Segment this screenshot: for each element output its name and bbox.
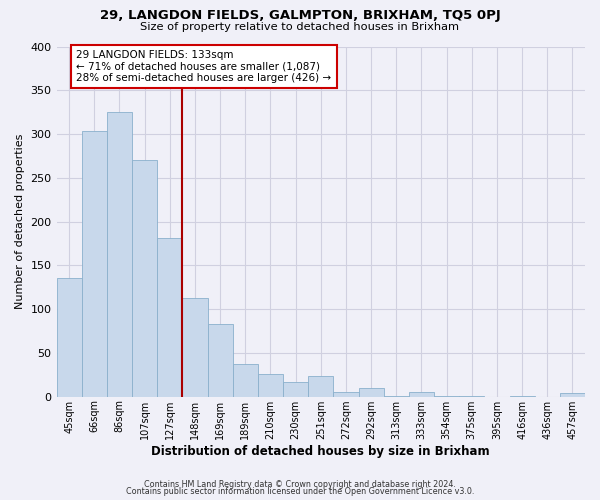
Bar: [409, 392, 434, 396]
Bar: [132, 160, 157, 396]
Bar: [233, 364, 258, 396]
Text: Size of property relative to detached houses in Brixham: Size of property relative to detached ho…: [140, 22, 460, 32]
Bar: [56, 278, 82, 396]
Bar: [258, 374, 283, 396]
Bar: [308, 376, 334, 396]
Bar: [182, 298, 208, 396]
Text: Contains HM Land Registry data © Crown copyright and database right 2024.: Contains HM Land Registry data © Crown c…: [144, 480, 456, 489]
Bar: [82, 132, 107, 396]
Text: 29, LANGDON FIELDS, GALMPTON, BRIXHAM, TQ5 0PJ: 29, LANGDON FIELDS, GALMPTON, BRIXHAM, T…: [100, 9, 500, 22]
Text: Contains public sector information licensed under the Open Government Licence v3: Contains public sector information licen…: [126, 487, 474, 496]
Bar: [208, 324, 233, 396]
Text: 29 LANGDON FIELDS: 133sqm
← 71% of detached houses are smaller (1,087)
28% of se: 29 LANGDON FIELDS: 133sqm ← 71% of detac…: [76, 50, 331, 83]
Bar: [334, 392, 359, 396]
Y-axis label: Number of detached properties: Number of detached properties: [15, 134, 25, 310]
Bar: [157, 238, 182, 396]
Bar: [283, 382, 308, 396]
X-axis label: Distribution of detached houses by size in Brixham: Distribution of detached houses by size …: [151, 444, 490, 458]
Bar: [359, 388, 383, 396]
Bar: [560, 393, 585, 396]
Bar: [107, 112, 132, 397]
